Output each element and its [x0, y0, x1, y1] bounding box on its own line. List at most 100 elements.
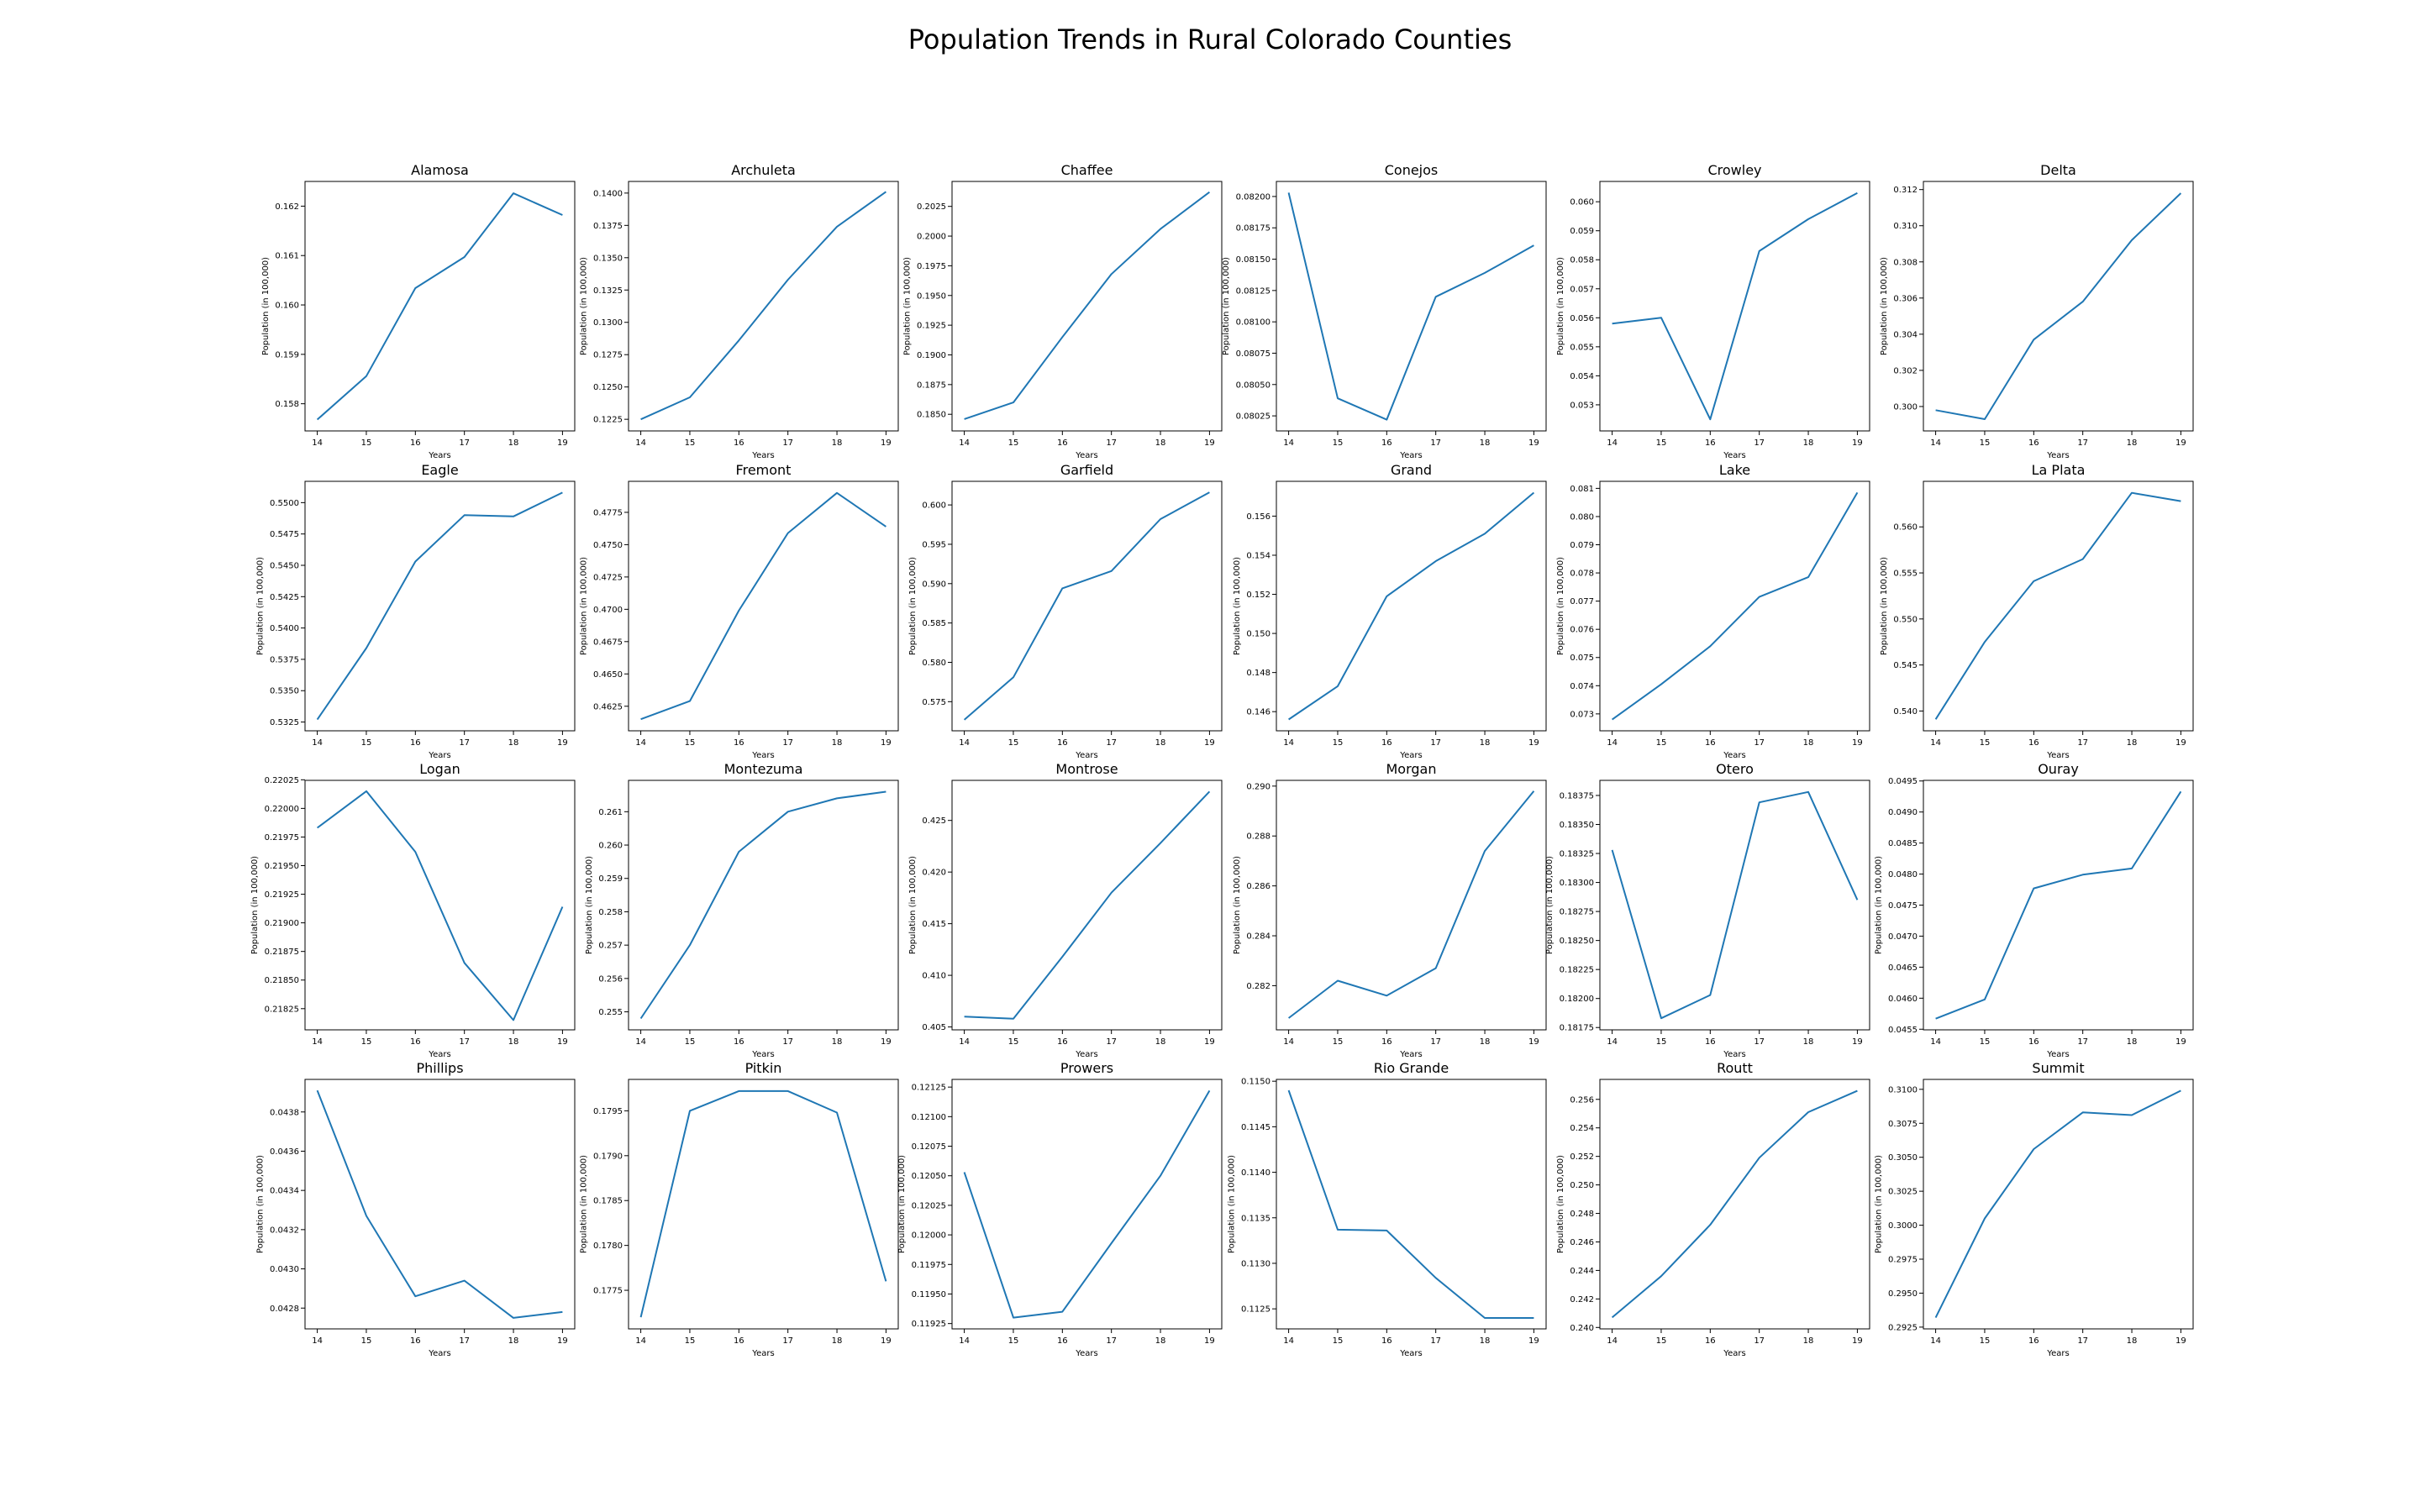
x-tick-label: 16 [1705, 1336, 1716, 1346]
x-tick-label: 17 [782, 438, 793, 448]
chart-panel-logan: Logan 14 15 16 17 18 19 0.21825 0.21850 0.21875 0.… [250, 761, 576, 1059]
x-tick-label: 19 [1528, 1336, 1539, 1346]
y-tick-label: 0.260 [598, 842, 623, 851]
x-tick-label: 14 [635, 738, 646, 748]
panel-title: Crowley [1707, 162, 1761, 178]
panel-title: Chaffee [1061, 162, 1113, 178]
y-axis-label: Population (in 100,000) [580, 1155, 589, 1253]
plot-frame [304, 181, 576, 432]
x-tick-label: 19 [2175, 1037, 2186, 1047]
x-tick-label: 17 [1430, 1037, 1441, 1047]
y-tick-label: 0.590 [922, 580, 946, 589]
x-tick-label: 17 [1430, 438, 1441, 448]
y-tick-label: 0.21825 [265, 1005, 299, 1014]
y-axis-label: Population (in 100,000) [908, 557, 918, 655]
x-tick-label: 16 [1381, 438, 1392, 448]
plot-frame [1599, 780, 1870, 1031]
plot-frame [628, 780, 899, 1031]
plot-frame [1276, 480, 1547, 732]
y-tick-label: 0.08175 [1236, 224, 1270, 234]
x-tick-label: 14 [312, 438, 323, 448]
y-tick-label: 0.22025 [265, 776, 299, 785]
x-tick-label: 14 [1283, 1037, 1294, 1047]
x-axis-label: Years [1075, 451, 1097, 460]
y-tick-label: 0.060 [1570, 198, 1594, 207]
y-tick-label: 0.1125 [1241, 1305, 1270, 1315]
y-tick-label: 0.148 [1246, 669, 1270, 678]
x-tick-label: 19 [1204, 1336, 1215, 1346]
y-tick-label: 0.1850 [917, 411, 946, 420]
chart-panel-conejos: Conejos 14 15 16 17 18 19 0.08025 0.08050 0.08075… [1222, 162, 1547, 460]
chart-panel-montezuma: Montezuma 14 15 16 17 18 19 0.255 0.256 0.257 0.25… [585, 761, 899, 1059]
y-tick-label: 0.1325 [593, 286, 623, 296]
data-line-crowley [1612, 192, 1858, 421]
y-tick-label: 0.420 [922, 869, 946, 878]
x-tick-label: 19 [881, 1336, 892, 1346]
y-tick-label: 0.0434 [270, 1187, 299, 1196]
x-axis-label: Years [1075, 1349, 1097, 1358]
x-axis-label: Years [2046, 451, 2069, 460]
y-tick-label: 0.1925 [917, 322, 946, 331]
data-line-alamosa [316, 192, 563, 421]
y-tick-label: 0.11950 [912, 1290, 946, 1299]
x-tick-label: 18 [1480, 1037, 1491, 1047]
y-tick-label: 0.308 [1893, 258, 1918, 267]
y-tick-label: 0.156 [1246, 512, 1270, 522]
chart-panel-morgan: Morgan 14 15 16 17 18 19 0.282 0.284 0.286 0.288 0.… [1233, 761, 1547, 1059]
x-tick-label: 15 [685, 1336, 696, 1346]
panel-title: Delta [2040, 162, 2076, 178]
x-tick-label: 14 [635, 438, 646, 448]
y-tick-label: 0.08050 [1236, 381, 1270, 390]
y-tick-label: 0.21975 [265, 833, 299, 843]
x-tick-label: 17 [1754, 1336, 1765, 1346]
y-axis-label: Population (in 100,000) [1556, 257, 1565, 355]
y-tick-label: 0.12025 [912, 1201, 946, 1210]
y-tick-label: 0.256 [598, 974, 623, 984]
y-tick-label: 0.585 [922, 619, 946, 628]
panel-title: Prowers [1060, 1060, 1113, 1076]
y-tick-label: 0.1150 [1241, 1078, 1270, 1087]
data-line-garfield [963, 491, 1210, 721]
y-tick-label: 0.18325 [1560, 850, 1594, 859]
chart-panel-prowers: Prowers 14 15 16 17 18 19 0.11925 0.11950 0.11975… [897, 1060, 1223, 1358]
y-tick-label: 0.300 [1893, 402, 1918, 412]
x-tick-label: 19 [2175, 738, 2186, 748]
y-tick-label: 0.1145 [1241, 1123, 1270, 1132]
y-tick-label: 0.18250 [1560, 937, 1594, 946]
y-tick-label: 0.2950 [1888, 1289, 1918, 1299]
y-tick-label: 0.4700 [593, 606, 623, 615]
x-axis-label: Years [1723, 451, 1745, 460]
y-tick-label: 0.1275 [593, 351, 623, 360]
x-tick-label: 17 [1106, 438, 1117, 448]
panel-title: Alamosa [411, 162, 469, 178]
x-tick-label: 14 [312, 1037, 323, 1047]
panel-grid: Alamosa 14 15 16 17 18 19 0.158 0.159 0.160 0.161 0… [250, 162, 2194, 1358]
x-tick-label: 15 [1980, 1336, 1991, 1346]
x-axis-label: Years [2046, 751, 2069, 760]
y-tick-label: 0.1795 [593, 1107, 623, 1116]
panel-title: Summit [2032, 1060, 2084, 1076]
panel-title: Routt [1717, 1060, 1753, 1076]
y-tick-label: 0.21875 [265, 948, 299, 957]
y-tick-label: 0.304 [1893, 330, 1918, 339]
y-tick-label: 0.076 [1570, 626, 1594, 635]
plot-frame [951, 780, 1223, 1031]
y-tick-label: 0.3000 [1888, 1221, 1918, 1231]
x-tick-label: 15 [361, 1037, 372, 1047]
y-tick-label: 0.302 [1893, 366, 1918, 375]
x-tick-label: 16 [1381, 1037, 1392, 1047]
x-tick-label: 18 [508, 1037, 519, 1047]
figure-title: Population Trends in Rural Colorado Coun… [908, 24, 1512, 55]
x-tick-label: 14 [1283, 438, 1294, 448]
y-axis-label: Population (in 100,000) [256, 557, 266, 655]
panel-title: Grand [1391, 462, 1432, 478]
chart-panel-chaffee: Chaffee 14 15 16 17 18 19 0.1850 0.1875 0.1900 0.1… [903, 162, 1223, 460]
y-tick-label: 0.08100 [1236, 318, 1270, 328]
y-tick-label: 0.21900 [265, 919, 299, 928]
y-tick-label: 0.075 [1570, 654, 1594, 663]
data-line-otero [1611, 790, 1859, 1020]
plot-frame [1923, 1079, 2194, 1330]
x-tick-label: 16 [2028, 738, 2039, 748]
y-tick-label: 0.540 [1893, 707, 1918, 717]
